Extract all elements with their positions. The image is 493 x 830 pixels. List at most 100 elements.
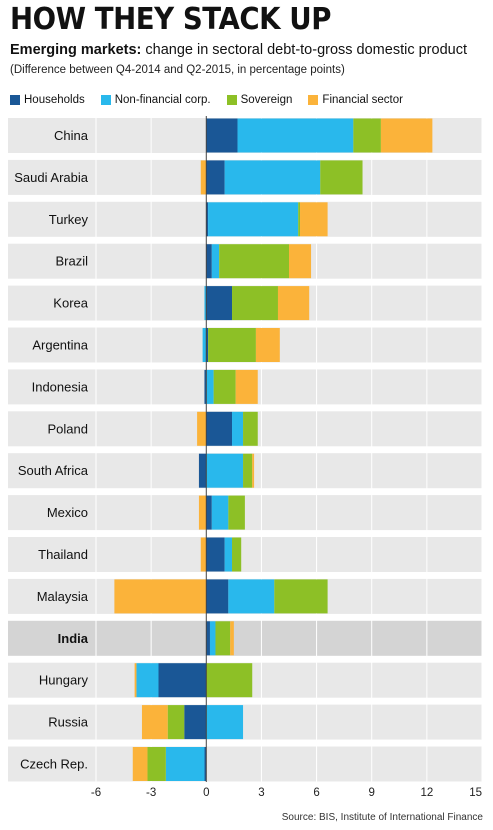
bar-poland-sovereign — [243, 411, 258, 446]
category-label-thailand: Thailand — [38, 547, 88, 562]
bar-brazil-non-financial-corp — [211, 244, 220, 279]
x-tick-label: -3 — [146, 787, 156, 799]
bar-czech-rep-financial-sector — [132, 747, 148, 781]
category-label-korea: Korea — [53, 296, 88, 311]
legend-label: Sovereign — [240, 94, 293, 106]
bar-korea-households — [206, 286, 233, 321]
bar-brazil-financial-sector — [289, 244, 312, 279]
category-label-indonesia: Indonesia — [32, 379, 89, 394]
bar-turkey-sovereign — [298, 202, 301, 237]
legend-item-sovereign: Sovereign — [226, 94, 293, 106]
bar-turkey-financial-sector — [300, 202, 328, 237]
legend-label: Households — [24, 94, 85, 106]
category-label-saudi-arabia: Saudi Arabia — [14, 170, 88, 185]
category-label-czech-rep: Czech Rep. — [20, 757, 88, 772]
x-tick-label: -6 — [91, 787, 101, 799]
bar-czech-rep-non-financial-corp — [165, 747, 205, 781]
bar-hungary-sovereign — [206, 663, 253, 698]
row-band-russia — [8, 704, 482, 740]
x-tick-label: 6 — [313, 787, 319, 799]
bar-china-non-financial-corp — [237, 118, 354, 153]
category-label-china: China — [54, 128, 89, 143]
category-label-hungary: Hungary — [39, 673, 89, 688]
bar-turkey-households — [206, 202, 209, 237]
category-label-brazil: Brazil — [55, 254, 88, 269]
legend-item-financial-sector: Financial sector — [308, 94, 403, 106]
bar-saudi-arabia-households — [206, 160, 225, 195]
bar-argentina-non-financial-corp — [202, 328, 207, 362]
bar-russia-households — [184, 705, 207, 740]
bar-hungary-non-financial-corp — [136, 663, 159, 698]
chart-note: (Difference between Q4-2014 and Q2-2015,… — [10, 64, 345, 76]
bar-south-africa-financial-sector — [252, 453, 255, 488]
bar-south-africa-non-financial-corp — [206, 453, 244, 488]
bar-hungary-financial-sector — [134, 663, 137, 698]
bar-mexico-households — [206, 495, 212, 530]
bar-czech-rep-households — [204, 747, 207, 781]
legend-swatch — [10, 95, 20, 105]
legend-swatch — [308, 95, 319, 105]
bar-poland-households — [206, 411, 233, 446]
legend-swatch — [100, 95, 111, 105]
subtitle-rest: change in sectoral debt-to-gross domesti… — [141, 42, 467, 58]
bar-south-africa-households — [198, 453, 207, 488]
bar-india-non-financial-corp — [209, 621, 216, 656]
chart-title: HOW THEY STACK UP — [10, 2, 331, 37]
bar-indonesia-non-financial-corp — [206, 369, 214, 404]
bar-korea-financial-sector — [277, 286, 310, 321]
row-band-czech-rep — [8, 746, 482, 782]
row-band-india — [8, 620, 482, 656]
bar-mexico-financial-sector — [198, 495, 207, 530]
bar-argentina-financial-sector — [255, 328, 280, 362]
subtitle-bold: Emerging markets: — [10, 42, 142, 58]
bar-poland-non-financial-corp — [232, 411, 244, 446]
bar-saudi-arabia-non-financial-corp — [224, 160, 321, 195]
category-label-malaysia: Malaysia — [37, 589, 89, 604]
bar-argentina-sovereign — [208, 328, 256, 362]
row-band-thailand — [8, 537, 482, 572]
bar-argentina-households — [206, 328, 209, 362]
x-tick-label: 3 — [258, 787, 264, 799]
legend: Households Non-financial corp. Sovereign Fi… — [10, 94, 403, 106]
bar-india-financial-sector — [230, 621, 234, 656]
bar-russia-sovereign — [167, 705, 185, 740]
bar-china-sovereign — [353, 118, 381, 153]
legend-item-non-financial-corp: Non-financial corp. — [100, 94, 211, 106]
bar-poland-financial-sector — [197, 411, 207, 446]
x-tick-label: 9 — [369, 787, 375, 799]
bar-russia-financial-sector — [141, 705, 168, 740]
bar-saudi-arabia-financial-sector — [200, 160, 207, 195]
bar-brazil-sovereign — [219, 244, 289, 279]
category-label-india: India — [58, 631, 89, 646]
x-tick-label: 15 — [469, 787, 482, 799]
category-label-mexico: Mexico — [47, 505, 88, 520]
bar-india-sovereign — [215, 621, 231, 656]
bar-malaysia-financial-sector — [114, 579, 207, 614]
category-label-turkey: Turkey — [49, 212, 89, 227]
legend-item-households: Households — [10, 94, 85, 106]
bar-korea-non-financial-corp — [204, 286, 207, 321]
x-tick-label: 0 — [203, 787, 209, 799]
bar-malaysia-sovereign — [274, 579, 328, 614]
bar-thailand-financial-sector — [200, 537, 207, 572]
legend-label: Non-financial corp. — [114, 94, 211, 106]
bar-thailand-sovereign — [232, 537, 242, 572]
bar-thailand-non-financial-corp — [224, 537, 233, 572]
category-label-south-africa: South Africa — [18, 463, 89, 478]
bar-mexico-non-financial-corp — [211, 495, 229, 530]
bar-brazil-households — [206, 244, 212, 279]
bar-czech-rep-sovereign — [147, 747, 166, 781]
bar-thailand-households — [206, 537, 225, 572]
bar-south-africa-sovereign — [243, 453, 253, 488]
source-note: Source: BIS, Institute of International … — [281, 812, 483, 823]
bar-malaysia-households — [206, 579, 229, 614]
x-tick-label: 12 — [420, 787, 433, 799]
bar-india-households — [206, 621, 210, 656]
legend-swatch — [226, 95, 237, 105]
bar-mexico-sovereign — [228, 495, 245, 530]
bar-china-financial-sector — [380, 118, 433, 153]
bar-saudi-arabia-sovereign — [320, 160, 363, 195]
legend-label: Financial sector — [322, 94, 403, 106]
category-label-argentina: Argentina — [32, 338, 88, 353]
